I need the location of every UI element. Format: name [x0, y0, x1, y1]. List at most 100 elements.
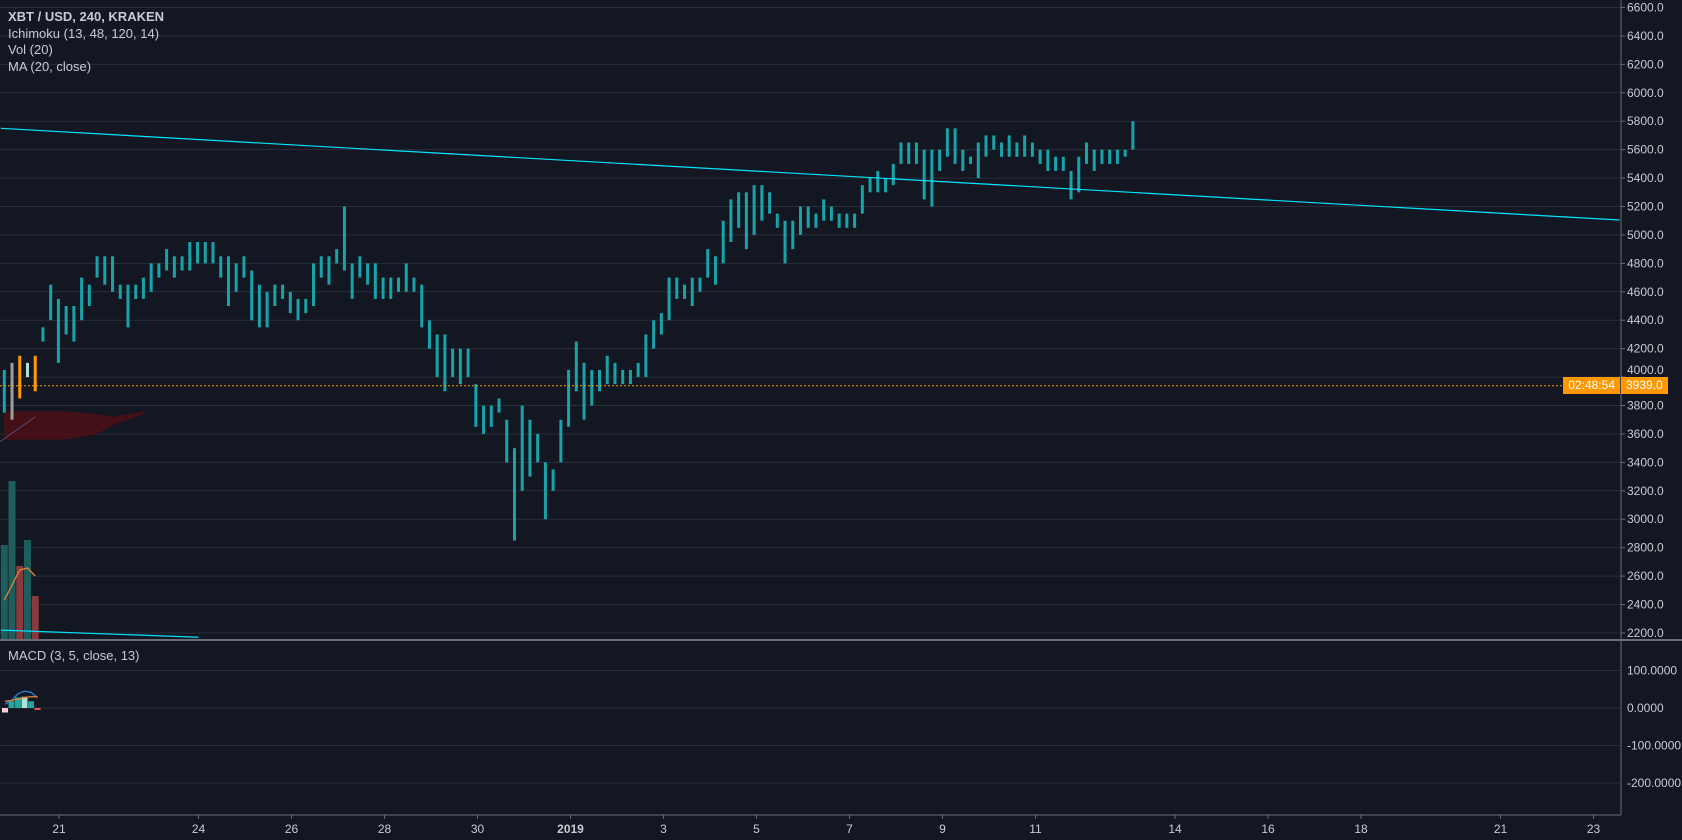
price-bar — [1100, 149, 1104, 164]
price-bar — [621, 369, 625, 385]
price-bar — [775, 213, 779, 228]
price-bar — [505, 419, 509, 463]
price-bar — [87, 284, 91, 307]
price-bar — [18, 355, 22, 399]
price-bar — [984, 135, 988, 157]
price-bar — [698, 277, 702, 292]
price-bar — [690, 277, 694, 307]
price-tick-label: 3200.0 — [1627, 484, 1664, 498]
price-bar — [41, 327, 45, 342]
price-tick-label: 6400.0 — [1627, 29, 1664, 43]
time-axis[interactable]: 21 24 26 28 30 2019 3 5 7 9 11 14 16 18 21 23 — [52, 815, 1600, 836]
price-bar — [64, 306, 68, 335]
price-tick-label: 4800.0 — [1627, 256, 1664, 270]
price-bar — [25, 362, 29, 378]
price-bar — [752, 185, 756, 235]
price-bar — [613, 362, 617, 385]
price-tick-label: 5400.0 — [1627, 171, 1664, 185]
price-bar — [2, 369, 6, 413]
price-bar — [1069, 170, 1073, 200]
price-bar — [250, 270, 254, 321]
price-bar — [180, 256, 184, 271]
price-tick-label: 3800.0 — [1627, 399, 1664, 413]
price-bar — [512, 448, 516, 541]
price-bar — [1054, 156, 1058, 171]
price-bar — [721, 220, 725, 264]
price-bar — [366, 263, 370, 285]
price-bar — [1038, 149, 1042, 164]
price-bar — [188, 242, 192, 271]
time-tick-label: 7 — [846, 822, 853, 836]
price-bar — [288, 291, 292, 314]
price-bar — [806, 206, 810, 228]
price-tick-label: 6600.0 — [1627, 1, 1664, 15]
price-bar — [165, 249, 169, 271]
price-bar — [304, 298, 308, 314]
price-bar — [56, 298, 60, 363]
price-tick-label: 2200.0 — [1627, 626, 1664, 640]
price-tick-label: 5000.0 — [1627, 228, 1664, 242]
price-tick-label: 3000.0 — [1627, 512, 1664, 526]
price-bar — [945, 128, 949, 157]
price-bar — [134, 284, 138, 299]
time-tick-label: 21 — [52, 822, 66, 836]
price-bar — [412, 277, 416, 292]
price-bar — [961, 149, 965, 171]
macd-legend[interactable]: MACD (3, 5, close, 13) — [8, 648, 140, 663]
price-bar — [744, 192, 748, 250]
price-bar — [118, 284, 122, 299]
ichimoku-legend[interactable]: Ichimoku (13, 48, 120, 14) — [8, 26, 160, 41]
price-bar — [358, 256, 362, 278]
price-bar — [149, 263, 153, 292]
price-bar — [598, 369, 602, 392]
time-tick-label: 28 — [378, 822, 392, 836]
price-bar — [242, 256, 246, 278]
time-tick-label: 18 — [1354, 822, 1368, 836]
ma-legend[interactable]: MA (20, close) — [8, 59, 92, 74]
price-bar — [33, 355, 37, 392]
price-bar — [543, 462, 547, 520]
price-bar — [814, 213, 818, 228]
price-bar — [404, 263, 408, 292]
price-bar — [992, 135, 996, 150]
macd-axis[interactable]: 100.0000 0.0000 -100.0000 -200.0000 — [1627, 664, 1681, 791]
price-bar — [296, 298, 300, 321]
macd-plot — [2, 690, 41, 713]
price-tick-label: 4000.0 — [1627, 363, 1664, 377]
symbol-legend[interactable]: XBT / USD, 240, KRAKEN — [8, 9, 165, 24]
volume-bar — [23, 540, 31, 640]
price-bar — [953, 128, 957, 164]
price-bar — [659, 313, 663, 335]
price-bar — [528, 419, 532, 477]
volume-legend[interactable]: Vol (20) — [8, 42, 53, 57]
price-bar — [845, 213, 849, 228]
price-bar — [853, 213, 857, 228]
price-bar — [860, 185, 864, 214]
price-bar — [443, 334, 447, 392]
price-tick-label: 4600.0 — [1627, 285, 1664, 299]
price-bar — [713, 256, 717, 285]
price-bar — [768, 192, 772, 214]
price-bar — [373, 263, 377, 299]
price-bar — [930, 149, 934, 207]
price-bar — [489, 405, 493, 427]
price-tick-label: 3600.0 — [1627, 427, 1664, 441]
price-bar — [312, 263, 315, 307]
grid-lines — [0, 7, 1621, 784]
price-bar — [837, 213, 841, 228]
time-tick-label: 23 — [1587, 822, 1601, 836]
price-bar — [644, 334, 648, 378]
price-bar — [783, 220, 787, 264]
price-bar — [157, 263, 161, 278]
price-bar — [397, 277, 401, 292]
price-tick-label: 5200.0 — [1627, 200, 1664, 214]
price-bar — [829, 206, 833, 221]
trendlines[interactable] — [0, 127, 1620, 638]
price-bar — [652, 320, 656, 349]
time-tick-label: 30 — [471, 822, 485, 836]
price-bar — [1007, 135, 1011, 157]
price-axis[interactable]: 6600.0 6400.0 6200.0 6000.0 5800.0 5600.0 5400… — [1621, 1, 1664, 640]
volume-bar — [31, 596, 39, 640]
price-bar — [435, 334, 439, 378]
